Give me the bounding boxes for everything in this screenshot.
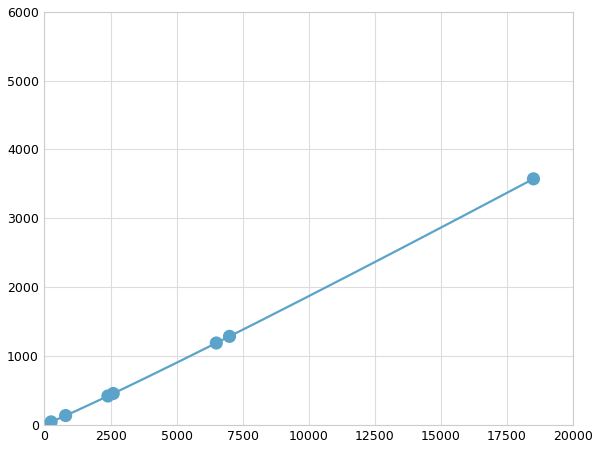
Point bbox=[46, 418, 56, 426]
Point bbox=[529, 175, 538, 182]
Point bbox=[61, 412, 70, 419]
Point bbox=[103, 392, 113, 400]
Point bbox=[109, 390, 118, 397]
Point bbox=[212, 339, 221, 346]
Point bbox=[225, 333, 235, 340]
